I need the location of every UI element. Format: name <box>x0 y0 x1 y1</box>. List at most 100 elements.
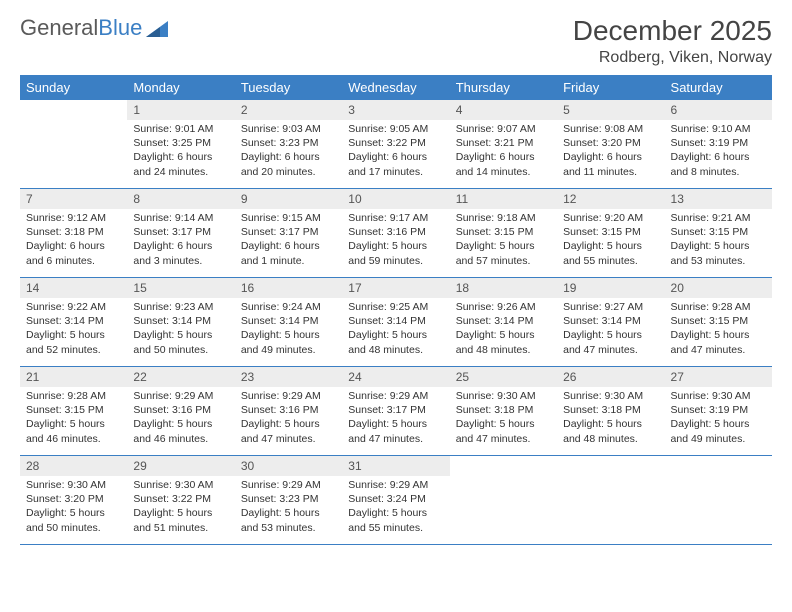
calendar-day-cell: 3Sunrise: 9:05 AMSunset: 3:22 PMDaylight… <box>342 100 449 189</box>
calendar-week-row: 14Sunrise: 9:22 AMSunset: 3:14 PMDayligh… <box>20 278 772 367</box>
day-content: Sunrise: 9:27 AMSunset: 3:14 PMDaylight:… <box>557 298 664 361</box>
day-content: Sunrise: 9:30 AMSunset: 3:22 PMDaylight:… <box>127 476 234 539</box>
day-number: 27 <box>665 367 772 387</box>
calendar-day-cell: 6Sunrise: 9:10 AMSunset: 3:19 PMDaylight… <box>665 100 772 189</box>
calendar-body: 1Sunrise: 9:01 AMSunset: 3:25 PMDaylight… <box>20 100 772 545</box>
day-number: 11 <box>450 189 557 209</box>
calendar-day-cell: 26Sunrise: 9:30 AMSunset: 3:18 PMDayligh… <box>557 367 664 456</box>
calendar-week-row: 7Sunrise: 9:12 AMSunset: 3:18 PMDaylight… <box>20 189 772 278</box>
day-content: Sunrise: 9:08 AMSunset: 3:20 PMDaylight:… <box>557 120 664 183</box>
day-number: 22 <box>127 367 234 387</box>
day-content: Sunrise: 9:21 AMSunset: 3:15 PMDaylight:… <box>665 209 772 272</box>
day-number: 18 <box>450 278 557 298</box>
logo-text: GeneralBlue <box>20 15 142 41</box>
day-number: 12 <box>557 189 664 209</box>
calendar-week-row: 21Sunrise: 9:28 AMSunset: 3:15 PMDayligh… <box>20 367 772 456</box>
calendar-day-cell: 29Sunrise: 9:30 AMSunset: 3:22 PMDayligh… <box>127 456 234 545</box>
day-content: Sunrise: 9:26 AMSunset: 3:14 PMDaylight:… <box>450 298 557 361</box>
calendar-week-row: 28Sunrise: 9:30 AMSunset: 3:20 PMDayligh… <box>20 456 772 545</box>
day-number: 13 <box>665 189 772 209</box>
day-content: Sunrise: 9:07 AMSunset: 3:21 PMDaylight:… <box>450 120 557 183</box>
day-number: 26 <box>557 367 664 387</box>
day-number: 15 <box>127 278 234 298</box>
day-number: 4 <box>450 100 557 120</box>
calendar-day-cell: 2Sunrise: 9:03 AMSunset: 3:23 PMDaylight… <box>235 100 342 189</box>
day-content: Sunrise: 9:25 AMSunset: 3:14 PMDaylight:… <box>342 298 449 361</box>
day-content: Sunrise: 9:28 AMSunset: 3:15 PMDaylight:… <box>665 298 772 361</box>
day-content: Sunrise: 9:29 AMSunset: 3:16 PMDaylight:… <box>235 387 342 450</box>
day-number <box>557 456 664 476</box>
calendar-table: SundayMondayTuesdayWednesdayThursdayFrid… <box>20 75 772 545</box>
day-content: Sunrise: 9:30 AMSunset: 3:19 PMDaylight:… <box>665 387 772 450</box>
day-content: Sunrise: 9:28 AMSunset: 3:15 PMDaylight:… <box>20 387 127 450</box>
day-content: Sunrise: 9:10 AMSunset: 3:19 PMDaylight:… <box>665 120 772 183</box>
day-content: Sunrise: 9:18 AMSunset: 3:15 PMDaylight:… <box>450 209 557 272</box>
day-number <box>20 100 127 120</box>
day-number: 19 <box>557 278 664 298</box>
calendar-day-cell: 7Sunrise: 9:12 AMSunset: 3:18 PMDaylight… <box>20 189 127 278</box>
day-number: 28 <box>20 456 127 476</box>
weekday-header: Friday <box>557 75 664 100</box>
calendar-day-cell: 16Sunrise: 9:24 AMSunset: 3:14 PMDayligh… <box>235 278 342 367</box>
calendar-day-cell: 10Sunrise: 9:17 AMSunset: 3:16 PMDayligh… <box>342 189 449 278</box>
day-number: 9 <box>235 189 342 209</box>
weekday-header: Sunday <box>20 75 127 100</box>
logo-text-2: Blue <box>98 15 142 40</box>
day-number: 23 <box>235 367 342 387</box>
month-title: December 2025 <box>573 15 772 47</box>
day-number: 3 <box>342 100 449 120</box>
calendar-day-cell: 14Sunrise: 9:22 AMSunset: 3:14 PMDayligh… <box>20 278 127 367</box>
day-number: 14 <box>20 278 127 298</box>
day-content: Sunrise: 9:03 AMSunset: 3:23 PMDaylight:… <box>235 120 342 183</box>
calendar-day-cell <box>557 456 664 545</box>
weekday-header: Thursday <box>450 75 557 100</box>
weekday-header: Wednesday <box>342 75 449 100</box>
calendar-day-cell: 12Sunrise: 9:20 AMSunset: 3:15 PMDayligh… <box>557 189 664 278</box>
day-content: Sunrise: 9:05 AMSunset: 3:22 PMDaylight:… <box>342 120 449 183</box>
day-number: 31 <box>342 456 449 476</box>
day-content: Sunrise: 9:24 AMSunset: 3:14 PMDaylight:… <box>235 298 342 361</box>
day-content: Sunrise: 9:29 AMSunset: 3:16 PMDaylight:… <box>127 387 234 450</box>
calendar-day-cell: 11Sunrise: 9:18 AMSunset: 3:15 PMDayligh… <box>450 189 557 278</box>
day-number: 8 <box>127 189 234 209</box>
day-content: Sunrise: 9:14 AMSunset: 3:17 PMDaylight:… <box>127 209 234 272</box>
calendar-day-cell: 4Sunrise: 9:07 AMSunset: 3:21 PMDaylight… <box>450 100 557 189</box>
day-content: Sunrise: 9:29 AMSunset: 3:17 PMDaylight:… <box>342 387 449 450</box>
weekday-header-row: SundayMondayTuesdayWednesdayThursdayFrid… <box>20 75 772 100</box>
calendar-day-cell <box>20 100 127 189</box>
location: Rodberg, Viken, Norway <box>573 49 772 67</box>
calendar-day-cell: 8Sunrise: 9:14 AMSunset: 3:17 PMDaylight… <box>127 189 234 278</box>
day-content: Sunrise: 9:01 AMSunset: 3:25 PMDaylight:… <box>127 120 234 183</box>
day-number: 5 <box>557 100 664 120</box>
calendar-day-cell: 24Sunrise: 9:29 AMSunset: 3:17 PMDayligh… <box>342 367 449 456</box>
day-content: Sunrise: 9:29 AMSunset: 3:24 PMDaylight:… <box>342 476 449 539</box>
calendar-day-cell: 20Sunrise: 9:28 AMSunset: 3:15 PMDayligh… <box>665 278 772 367</box>
day-number: 2 <box>235 100 342 120</box>
day-content: Sunrise: 9:15 AMSunset: 3:17 PMDaylight:… <box>235 209 342 272</box>
calendar-day-cell: 27Sunrise: 9:30 AMSunset: 3:19 PMDayligh… <box>665 367 772 456</box>
day-number: 16 <box>235 278 342 298</box>
day-number: 21 <box>20 367 127 387</box>
day-number <box>450 456 557 476</box>
day-content: Sunrise: 9:30 AMSunset: 3:18 PMDaylight:… <box>557 387 664 450</box>
calendar-day-cell <box>665 456 772 545</box>
calendar-week-row: 1Sunrise: 9:01 AMSunset: 3:25 PMDaylight… <box>20 100 772 189</box>
day-number: 30 <box>235 456 342 476</box>
weekday-header: Tuesday <box>235 75 342 100</box>
day-content: Sunrise: 9:20 AMSunset: 3:15 PMDaylight:… <box>557 209 664 272</box>
logo-text-1: General <box>20 15 98 40</box>
calendar-day-cell: 28Sunrise: 9:30 AMSunset: 3:20 PMDayligh… <box>20 456 127 545</box>
calendar-day-cell: 19Sunrise: 9:27 AMSunset: 3:14 PMDayligh… <box>557 278 664 367</box>
day-content: Sunrise: 9:12 AMSunset: 3:18 PMDaylight:… <box>20 209 127 272</box>
calendar-day-cell: 13Sunrise: 9:21 AMSunset: 3:15 PMDayligh… <box>665 189 772 278</box>
logo: GeneralBlue <box>20 15 168 41</box>
day-number: 24 <box>342 367 449 387</box>
day-content: Sunrise: 9:17 AMSunset: 3:16 PMDaylight:… <box>342 209 449 272</box>
calendar-day-cell: 23Sunrise: 9:29 AMSunset: 3:16 PMDayligh… <box>235 367 342 456</box>
day-content: Sunrise: 9:30 AMSunset: 3:18 PMDaylight:… <box>450 387 557 450</box>
calendar-day-cell: 22Sunrise: 9:29 AMSunset: 3:16 PMDayligh… <box>127 367 234 456</box>
day-content: Sunrise: 9:22 AMSunset: 3:14 PMDaylight:… <box>20 298 127 361</box>
calendar-day-cell: 1Sunrise: 9:01 AMSunset: 3:25 PMDaylight… <box>127 100 234 189</box>
calendar-day-cell: 17Sunrise: 9:25 AMSunset: 3:14 PMDayligh… <box>342 278 449 367</box>
logo-triangle-icon <box>146 21 168 37</box>
